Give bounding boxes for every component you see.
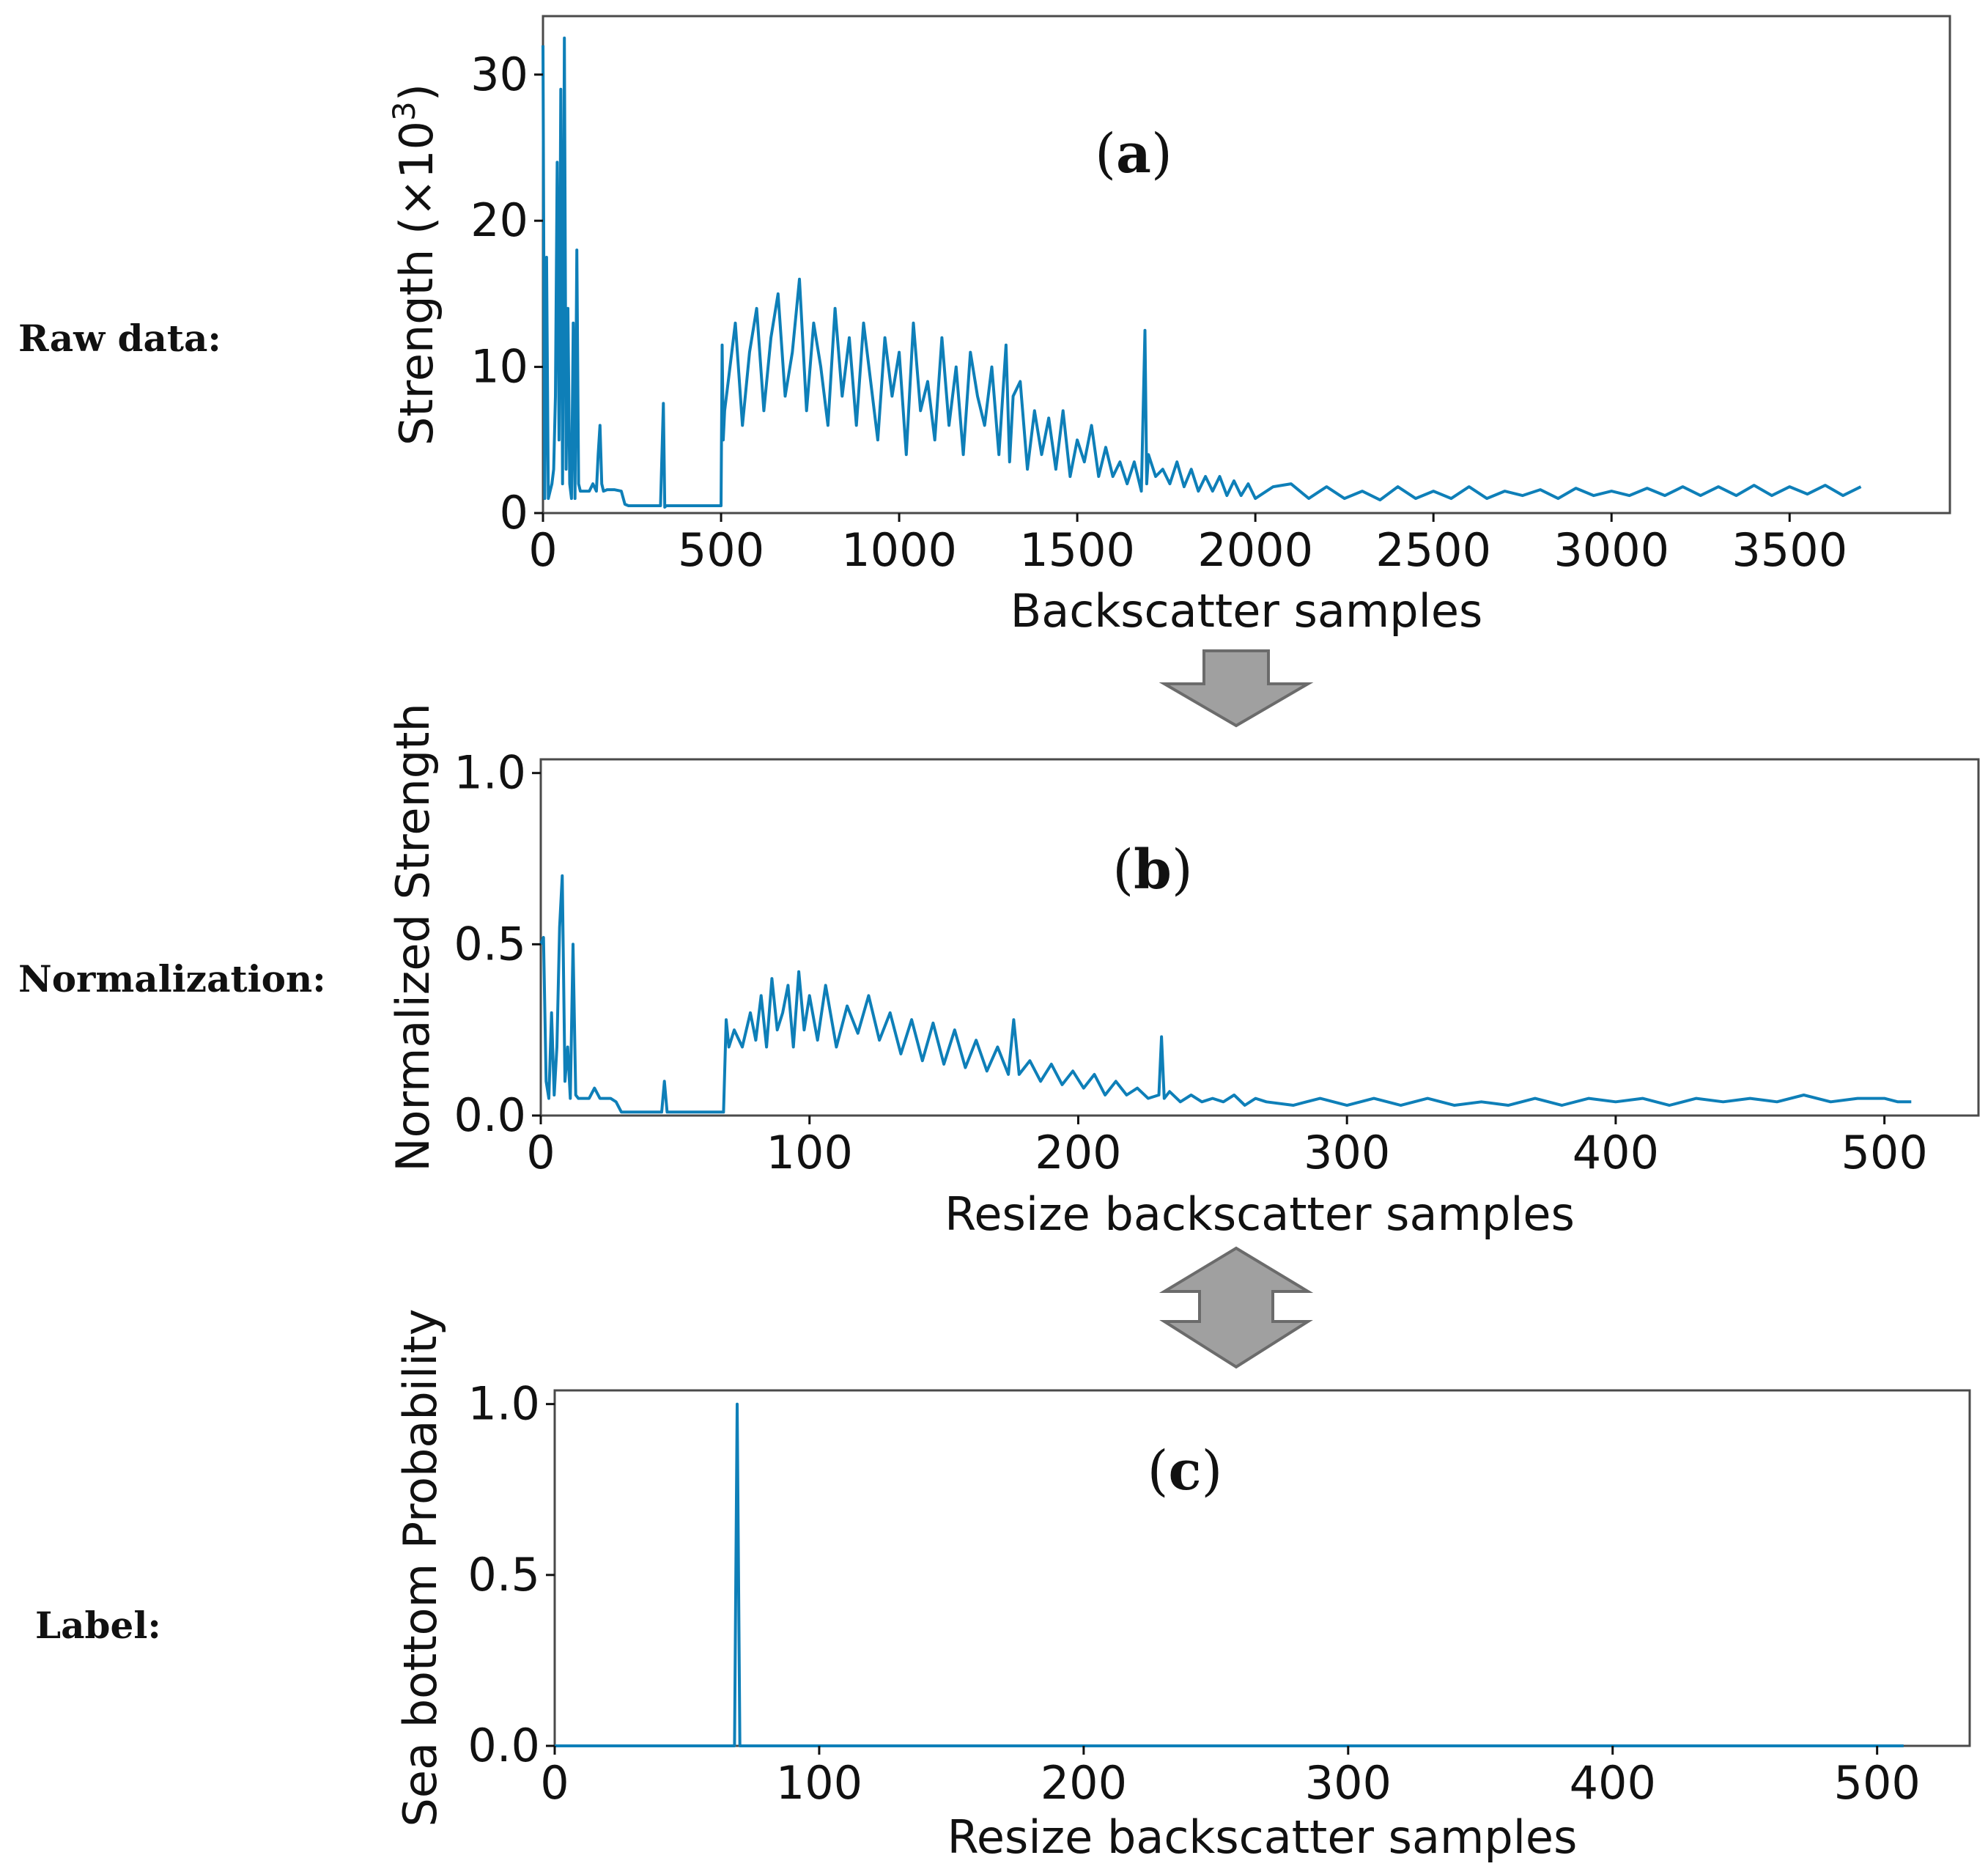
y-tick-label-a-1: 10 <box>470 340 528 394</box>
panel-title-close-a: ) <box>1151 122 1172 185</box>
x-tick-label-a-5: 2500 <box>1375 523 1491 577</box>
y-tick-label-c-2: 1.0 <box>468 1377 540 1431</box>
y-axis-label-superscript-a: 3 <box>386 101 422 121</box>
x-tick-label-c-5: 500 <box>1834 1756 1921 1810</box>
y-axis-label-text-a: Strength (×10 <box>390 121 443 446</box>
y-axis-label-c: Sea bottom Probability <box>393 1309 447 1827</box>
panel-title-open-b: ( <box>1112 838 1134 902</box>
panel-title-c: (c) <box>1148 1439 1223 1503</box>
x-tick-label-b-1: 100 <box>766 1126 853 1179</box>
panel-title-close-c: ) <box>1202 1439 1223 1503</box>
data-line-a <box>542 36 1862 509</box>
y-tick-label-b-1: 0.5 <box>454 917 526 970</box>
panel-title-a: (a) <box>1095 122 1172 185</box>
panel-title-b: (b) <box>1112 838 1193 902</box>
arrow-down-icon <box>1159 649 1314 728</box>
row-label-normalization: Normalization: <box>18 957 326 1000</box>
arrow-updown-icon <box>1159 1246 1314 1369</box>
x-tick-label-a-1: 500 <box>678 523 764 577</box>
x-axis-label-c: Resize backscatter samples <box>947 1810 1578 1864</box>
x-tick-label-a-3: 1500 <box>1019 523 1135 577</box>
panel-title-close-b: ) <box>1172 838 1193 902</box>
y-axis-label-a: Strength (×103) <box>386 84 443 446</box>
x-axis-label-b: Resize backscatter samples <box>945 1187 1575 1241</box>
y-tick-label-a-3: 30 <box>470 48 528 101</box>
y-axis-label-b: Normalized Strength <box>386 703 440 1172</box>
y-tick-label-a-2: 20 <box>470 193 528 247</box>
y-tick-label-b-0: 0.0 <box>454 1088 526 1142</box>
x-tick-label-c-4: 400 <box>1570 1756 1656 1810</box>
x-tick-label-c-1: 100 <box>776 1756 862 1810</box>
x-tick-label-b-4: 400 <box>1573 1126 1659 1179</box>
panel-title-letter-a: a <box>1116 122 1151 185</box>
panel-c: 0 100 200 300 400 500 0.0 0.5 1.0 Resize backscat… <box>393 1309 1971 1864</box>
y-tick-label-a-0: 0 <box>500 486 528 539</box>
y-axis-label-close-a: ) <box>390 84 443 101</box>
y-tick-label-c-1: 0.5 <box>468 1548 540 1601</box>
panel-title-open-c: ( <box>1148 1439 1169 1503</box>
y-tick-label-c-0: 0.0 <box>468 1719 540 1772</box>
x-tick-label-b-5: 500 <box>1841 1126 1927 1179</box>
panel-title-letter-b: b <box>1134 838 1172 902</box>
plot-frame-c <box>553 1389 1971 1747</box>
x-tick-label-c-3: 300 <box>1305 1756 1392 1810</box>
plot-frame-a <box>542 15 1951 515</box>
x-tick-label-a-6: 3000 <box>1553 523 1669 577</box>
y-axis-label-text-c: Sea bottom Probability <box>393 1309 447 1827</box>
panel-title-open-a: ( <box>1095 122 1116 185</box>
data-line-b <box>539 874 1912 1114</box>
row-label-label: Label: <box>35 1604 161 1647</box>
y-tick-label-b-2: 1.0 <box>454 746 526 800</box>
x-tick-label-a-7: 3500 <box>1732 523 1847 577</box>
x-tick-label-b-0: 0 <box>526 1126 555 1179</box>
x-tick-label-a-2: 1000 <box>841 523 957 577</box>
y-axis-label-text-b: Normalized Strength <box>386 703 440 1172</box>
x-tick-label-a-0: 0 <box>528 523 557 577</box>
x-axis-label-a: Backscatter samples <box>1010 584 1483 638</box>
panel-a: 0 500 1000 1500 2000 2500 3000 3500 0 10 20 30 Backs… <box>386 15 1951 638</box>
x-tick-label-a-4: 2000 <box>1197 523 1313 577</box>
x-tick-label-c-2: 200 <box>1041 1756 1127 1810</box>
plot-frame-b <box>539 758 1980 1117</box>
x-tick-label-c-0: 0 <box>540 1756 569 1810</box>
row-label-raw: Raw data: <box>18 317 221 360</box>
data-line-c <box>555 1402 1904 1747</box>
x-tick-label-b-2: 200 <box>1035 1126 1121 1179</box>
x-tick-label-b-3: 300 <box>1304 1126 1390 1179</box>
panel-b: 0 100 200 300 400 500 0.0 0.5 1.0 Resize backscat… <box>386 703 1980 1241</box>
panel-title-letter-c: c <box>1168 1439 1201 1503</box>
